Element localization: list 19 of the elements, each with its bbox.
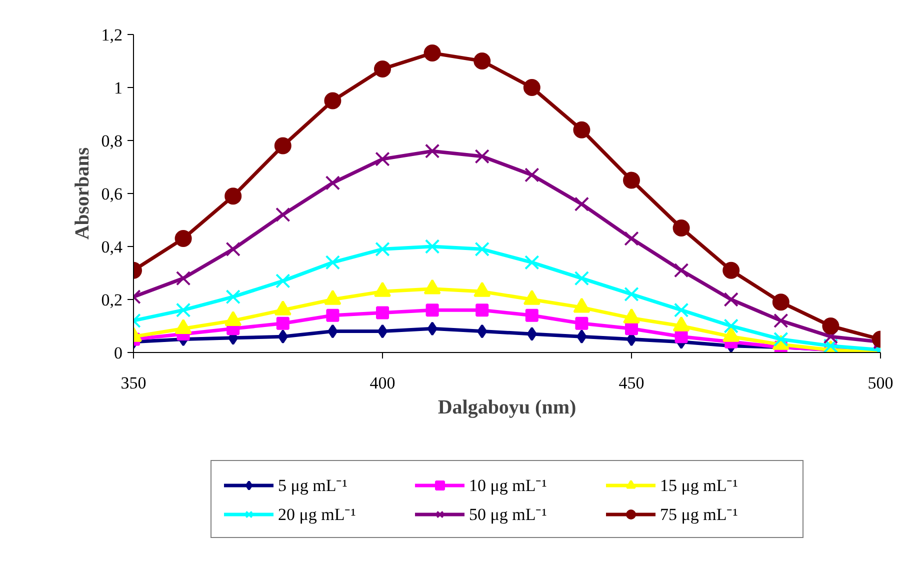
y-tick-label: 1 bbox=[114, 78, 122, 98]
y-tick-label: 0,4 bbox=[101, 238, 123, 256]
y-tick-label: 0,6 bbox=[101, 184, 122, 204]
legend-label: 20 μg mL⁻¹ bbox=[278, 504, 357, 525]
x-tick-label: 400 bbox=[370, 374, 396, 392]
y-tick-label: 0,8 bbox=[101, 132, 122, 150]
y-tick-label: 0 bbox=[114, 344, 122, 362]
legend-label: 5 μg mL⁻¹ bbox=[278, 475, 348, 496]
legend-label: 10 μg mL⁻¹ bbox=[469, 475, 548, 496]
x-tick-label: 500 bbox=[868, 374, 894, 392]
x-tick-label: 450 bbox=[618, 374, 644, 392]
x-axis-title: Dalgaboyu (nm) bbox=[438, 396, 576, 418]
legend-label: 50 μg mL⁻¹ bbox=[469, 504, 548, 525]
legend-label: 15 μg mL⁻¹ bbox=[660, 475, 739, 496]
y-axis-title: Absorbans bbox=[71, 147, 94, 240]
x-tick-label: 350 bbox=[120, 374, 146, 392]
y-tick-label: 0,2 bbox=[101, 290, 122, 310]
legend-label: 75 μg mL⁻¹ bbox=[660, 504, 739, 525]
y-tick-label: 1,2 bbox=[101, 26, 122, 44]
